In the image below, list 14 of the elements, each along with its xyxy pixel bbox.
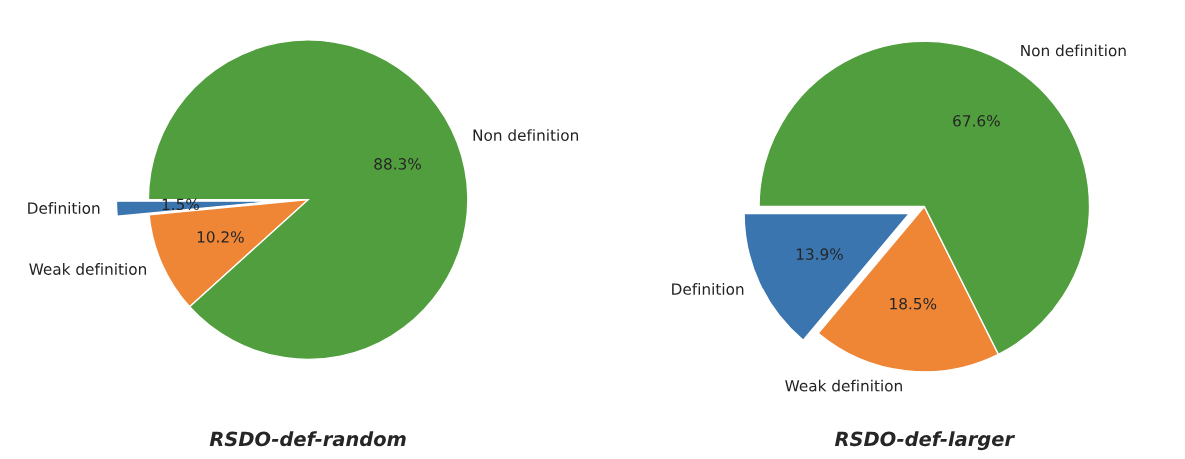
data-label: 1.5% bbox=[162, 198, 200, 211]
slice-label: Definition bbox=[28, 202, 100, 214]
text: RSDO-def-larger bbox=[834, 431, 1016, 451]
data-label: 13.9% bbox=[796, 248, 843, 260]
slice-label: Definition bbox=[672, 283, 744, 295]
data-label: 67.6% bbox=[953, 115, 1000, 127]
slice-label: Weak definition bbox=[785, 379, 902, 392]
slice-label: Non definition bbox=[473, 129, 578, 141]
data-label: 10.2% bbox=[197, 231, 244, 243]
data-label: 18.5% bbox=[890, 297, 937, 310]
data-label: 88.3% bbox=[374, 158, 421, 170]
text: RSDO-def-random bbox=[209, 431, 406, 447]
slice-label: Non definition bbox=[1021, 44, 1126, 57]
slice-label: Weak definition bbox=[29, 263, 146, 275]
